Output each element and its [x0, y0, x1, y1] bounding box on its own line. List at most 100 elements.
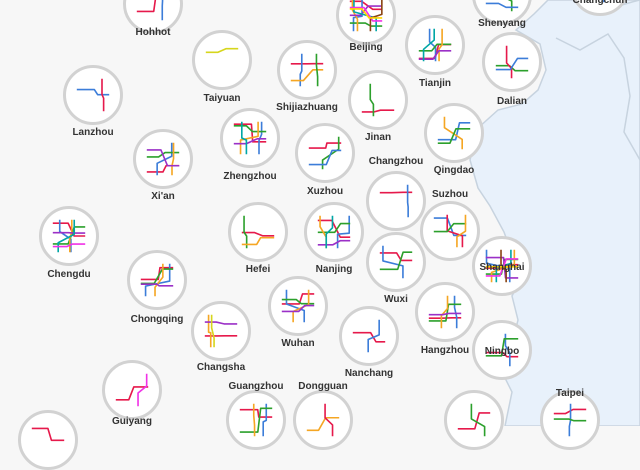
jinan-metro-lines [351, 73, 405, 127]
dalian-metro-circle [482, 32, 542, 92]
changzhou-metro-lines [369, 174, 423, 228]
metro-line [455, 296, 457, 328]
shijiazhuang-metro-lines [280, 43, 334, 97]
metro-line [242, 122, 247, 154]
metro-line [318, 241, 350, 245]
chengdu-label: Chengdu [47, 269, 90, 280]
metro-line [444, 117, 462, 149]
metro-line [408, 185, 409, 217]
hefei-metro-circle [228, 202, 288, 262]
hangzhou-metro-lines [418, 285, 472, 339]
wuxi-metro-lines [369, 235, 423, 289]
suzhou-metro-lines [423, 204, 477, 258]
metro-line [206, 49, 238, 53]
beijing-metro-lines [339, 0, 393, 42]
metro-line [486, 3, 518, 7]
metro-line [205, 322, 237, 324]
dongguan-label: Dongguan [298, 381, 347, 392]
zhengzhou-metro-circle [220, 108, 280, 168]
jinan-label: Jinan [365, 132, 391, 143]
kunming-metro-circle [18, 410, 78, 470]
fuzhou-metro-lines [447, 393, 501, 447]
lanzhou-metro-circle [63, 65, 123, 125]
fuzhou-metro-circle [444, 390, 504, 450]
metro-line [53, 223, 85, 236]
qingdao-label: Qingdao [434, 165, 475, 176]
wuhan-metro-lines [271, 279, 325, 333]
changsha-label: Changsha [197, 362, 245, 373]
chongqing-metro-lines [130, 253, 184, 307]
lanzhou-label: Lanzhou [72, 127, 113, 138]
wuxi-metro-circle [366, 232, 426, 292]
metro-line [254, 404, 255, 436]
guangzhou-metro-circle [226, 390, 286, 450]
taiyuan-metro-circle [192, 30, 252, 90]
wuhan-metro-circle [268, 276, 328, 336]
chongqing-metro-circle [127, 250, 187, 310]
kunming-metro-lines [21, 413, 75, 467]
changchun-label: Changchun [573, 0, 628, 6]
metro-line [212, 315, 214, 347]
nanjing-label: Nanjing [316, 264, 353, 275]
wuhan-label: Wuhan [281, 338, 314, 349]
dongguan-metro-circle [293, 390, 353, 450]
qingdao-metro-lines [427, 106, 481, 160]
taiyuan-metro-lines [195, 33, 249, 87]
nanchang-metro-circle [339, 306, 399, 366]
nanjing-metro-circle [304, 202, 364, 262]
chengdu-metro-lines [42, 209, 96, 263]
metro-line [209, 315, 211, 347]
taipei-label: Taipei [556, 388, 584, 399]
xuzhou-label: Xuzhou [307, 186, 343, 197]
metro-line [350, 23, 382, 26]
metro-line [307, 418, 339, 431]
xian-metro-circle [133, 129, 193, 189]
metro-line [138, 374, 147, 406]
suzhou-metro-circle [420, 201, 480, 261]
wuxi-label: Wuxi [384, 294, 408, 305]
metro-line [457, 215, 466, 247]
hangzhou-metro-circle [415, 282, 475, 342]
xuzhou-metro-circle [295, 123, 355, 183]
changzhou-label: Changzhou [369, 156, 423, 167]
tianjin-metro-lines [408, 18, 462, 72]
jinan-metro-circle [348, 70, 408, 130]
metro-map: Hohhot Beijing Shenyang Changchun Taiyuan Shi… [0, 0, 640, 426]
guiyang-metro-circle [102, 360, 162, 420]
nanchang-metro-lines [342, 309, 396, 363]
taipei-metro-lines [543, 393, 597, 447]
xuzhou-metro-lines [298, 126, 352, 180]
taiyuan-label: Taiyuan [203, 93, 240, 104]
metro-line [316, 54, 317, 86]
dalian-label: Dalian [497, 96, 527, 107]
guangzhou-metro-lines [229, 393, 283, 447]
xian-label: Xi'an [151, 191, 175, 202]
shanghai-label: Shanghai [479, 262, 524, 273]
metro-line [240, 410, 272, 417]
xian-metro-lines [136, 132, 190, 186]
chongqing-label: Chongqing [131, 314, 184, 325]
hangzhou-label: Hangzhou [421, 345, 469, 356]
metro-line [325, 404, 332, 436]
beijing-metro-circle [336, 0, 396, 45]
suzhou-label: Suzhou [432, 189, 468, 200]
lanzhou-metro-lines [66, 68, 120, 122]
beijing-label: Beijing [349, 42, 382, 53]
hohhot-label: Hohhot [136, 27, 171, 38]
nanjing-metro-lines [307, 205, 361, 259]
shenyang-label: Shenyang [478, 18, 526, 29]
metro-line [32, 428, 64, 440]
qingdao-metro-circle [424, 103, 484, 163]
zhengzhou-metro-lines [223, 111, 277, 165]
metro-line [380, 253, 412, 260]
shijiazhuang-label: Shijiazhuang [276, 102, 338, 113]
guangzhou-label: Guangzhou [229, 381, 284, 392]
metro-line [438, 123, 470, 140]
ningbo-label: Ningbo [485, 346, 519, 357]
dalian-metro-lines [485, 35, 539, 89]
guiyang-label: Guiyang [112, 416, 152, 427]
tianjin-label: Tianjin [419, 78, 451, 89]
metro-line [147, 166, 179, 172]
metro-line [362, 110, 394, 112]
changsha-metro-circle [191, 301, 251, 361]
